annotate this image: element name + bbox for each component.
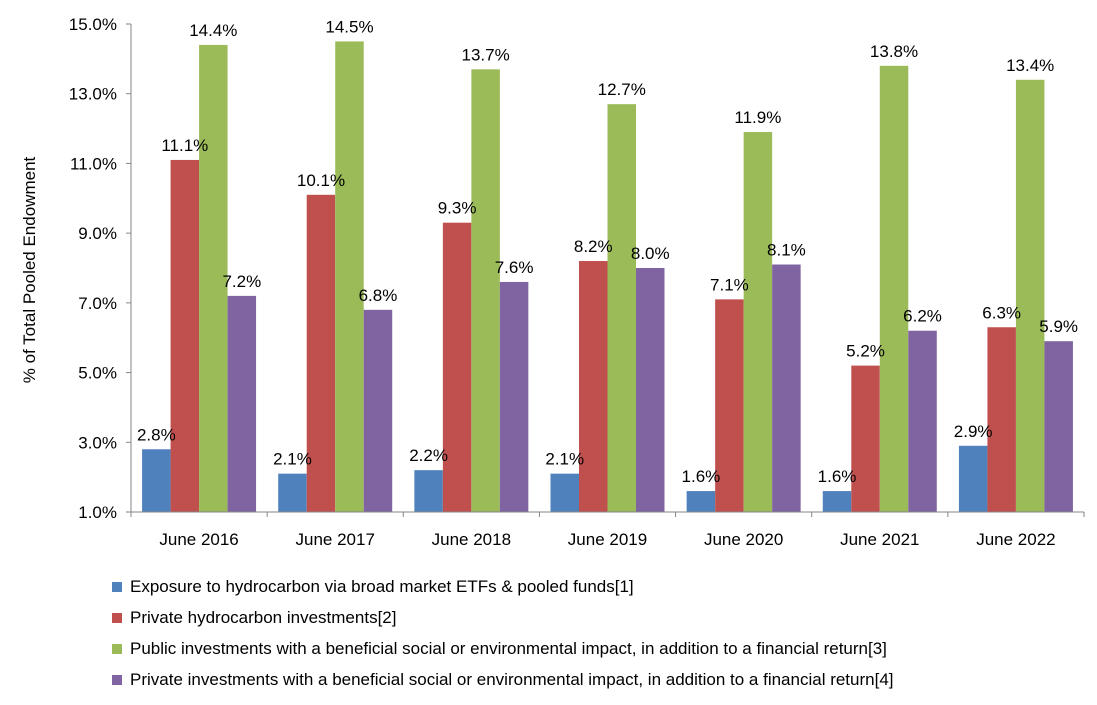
legend: Exposure to hydrocarbon via broad market… bbox=[112, 571, 894, 695]
data-label: 1.6% bbox=[818, 467, 857, 486]
y-axis-title: % of Total Pooled Endowment bbox=[20, 156, 39, 383]
legend-swatch bbox=[112, 581, 122, 592]
bar bbox=[1044, 341, 1073, 512]
bar bbox=[686, 491, 716, 512]
data-label: 5.2% bbox=[846, 342, 885, 361]
y-tick-label: 7.0% bbox=[78, 294, 117, 313]
data-label: 2.8% bbox=[137, 425, 176, 444]
y-tick-label: 11.0% bbox=[70, 154, 117, 173]
bar bbox=[227, 295, 257, 512]
legend-label: Exposure to hydrocarbon via broad market… bbox=[130, 576, 634, 596]
bar bbox=[170, 159, 200, 512]
data-label: 2.1% bbox=[545, 450, 584, 469]
y-tick-label: 3.0% bbox=[78, 433, 117, 452]
x-tick-label: June 2022 bbox=[976, 530, 1055, 549]
data-label: 6.3% bbox=[982, 303, 1021, 322]
data-label: 6.8% bbox=[359, 286, 398, 305]
bar bbox=[414, 470, 443, 512]
x-tick-label: June 2016 bbox=[159, 530, 238, 549]
legend-item-private-impact: Private investments with a beneficial so… bbox=[112, 664, 894, 695]
bar bbox=[1015, 79, 1045, 513]
bar bbox=[636, 268, 665, 512]
legend-swatch bbox=[112, 674, 122, 685]
bar bbox=[306, 194, 336, 513]
bar bbox=[822, 491, 852, 512]
y-tick-label: 15.0% bbox=[69, 15, 117, 34]
y-tick-label: 13.0% bbox=[69, 85, 117, 104]
data-label: 10.1% bbox=[297, 171, 345, 190]
data-label: 7.1% bbox=[710, 275, 749, 294]
legend-label: Public investments with a beneficial soc… bbox=[130, 638, 887, 658]
bar bbox=[987, 327, 1016, 512]
bar bbox=[199, 44, 228, 513]
data-label: 5.9% bbox=[1039, 317, 1078, 336]
legend-item-public-impact: Public investments with a beneficial soc… bbox=[112, 633, 894, 664]
data-label: 8.2% bbox=[574, 237, 613, 256]
legend-label: Private investments with a beneficial so… bbox=[130, 669, 894, 689]
bar bbox=[442, 222, 472, 512]
data-label: 2.9% bbox=[954, 422, 993, 441]
bar bbox=[550, 473, 579, 512]
data-label: 2.1% bbox=[273, 450, 312, 469]
bar bbox=[471, 69, 500, 513]
data-label: 7.6% bbox=[495, 258, 534, 277]
y-tick-label: 5.0% bbox=[78, 364, 117, 383]
bar bbox=[607, 104, 636, 513]
bar bbox=[715, 299, 744, 512]
data-label: 8.1% bbox=[767, 241, 806, 260]
bar bbox=[879, 65, 909, 512]
data-label: 8.0% bbox=[631, 244, 670, 263]
bar bbox=[363, 309, 393, 512]
data-label: 14.4% bbox=[189, 21, 237, 40]
data-label: 11.9% bbox=[734, 108, 781, 127]
legend-swatch bbox=[112, 643, 122, 654]
legend-item-private-hydrocarbon: Private hydrocarbon investments[2] bbox=[112, 602, 894, 633]
bar bbox=[851, 365, 880, 512]
bar bbox=[579, 261, 608, 512]
bar bbox=[142, 449, 171, 512]
legend-label: Private hydrocarbon investments[2] bbox=[130, 607, 397, 627]
bar bbox=[499, 281, 529, 512]
bar bbox=[335, 41, 364, 513]
x-tick-label: June 2021 bbox=[840, 530, 919, 549]
data-label: 1.6% bbox=[682, 467, 721, 486]
data-label: 14.5% bbox=[325, 17, 373, 36]
bar bbox=[772, 264, 801, 512]
bar bbox=[958, 445, 988, 512]
y-tick-label: 9.0% bbox=[78, 224, 117, 243]
data-label: 13.4% bbox=[1006, 56, 1054, 75]
x-tick-label: June 2017 bbox=[296, 530, 375, 549]
data-label: 9.3% bbox=[438, 199, 477, 218]
data-label: 2.2% bbox=[409, 446, 448, 465]
data-label: 12.7% bbox=[598, 80, 646, 99]
x-tick-label: June 2020 bbox=[704, 530, 783, 549]
data-label: 7.2% bbox=[222, 272, 261, 291]
bar bbox=[908, 330, 937, 512]
x-tick-label: June 2019 bbox=[568, 530, 647, 549]
bar bbox=[278, 473, 307, 512]
data-label: 6.2% bbox=[903, 307, 942, 326]
data-label: 13.7% bbox=[462, 45, 510, 64]
legend-swatch bbox=[112, 612, 122, 623]
data-label: 13.8% bbox=[870, 42, 918, 61]
x-tick-label: June 2018 bbox=[432, 530, 511, 549]
data-label: 11.1% bbox=[161, 136, 208, 155]
legend-item-etf-exposure: Exposure to hydrocarbon via broad market… bbox=[112, 571, 894, 602]
bar bbox=[743, 132, 773, 513]
y-tick-label: 1.0% bbox=[78, 503, 117, 522]
